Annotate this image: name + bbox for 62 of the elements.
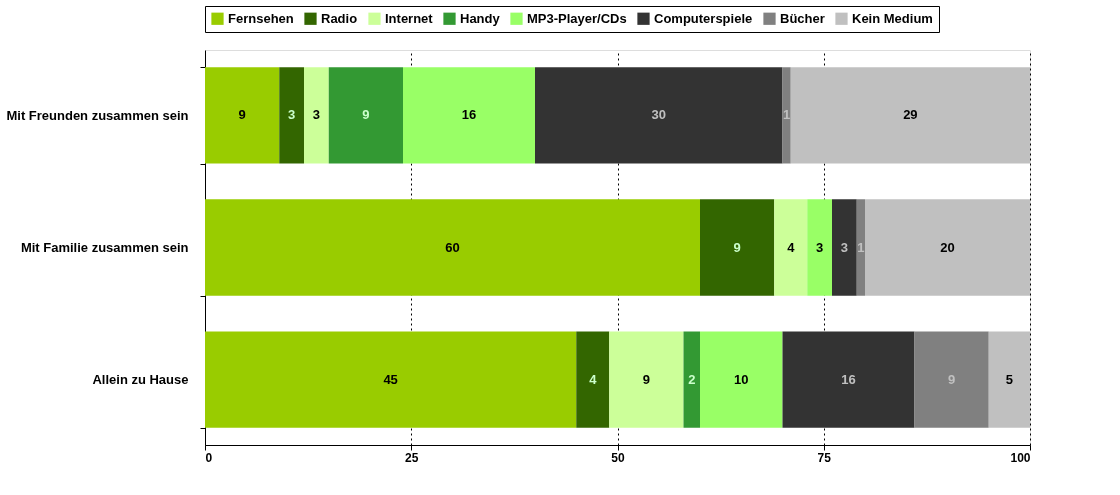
bar	[782, 67, 791, 164]
data-label: 9	[642, 371, 650, 387]
bar	[865, 199, 1030, 296]
legend-label: Kein Medium	[852, 10, 933, 26]
y-tick-label: Mit Familie zusammen sein	[20, 240, 189, 255]
data-label: 9	[733, 239, 741, 255]
bar	[856, 199, 865, 296]
bar	[535, 67, 783, 164]
data-label: 2	[688, 371, 696, 387]
data-label: 4	[787, 239, 796, 255]
bar	[609, 331, 684, 428]
data-label: 1	[857, 239, 865, 255]
data-label: 3	[840, 239, 848, 255]
bar	[700, 331, 783, 428]
data-label: 3	[816, 239, 824, 255]
bar	[683, 331, 700, 428]
bar	[807, 199, 832, 296]
data-label: 9	[362, 107, 370, 123]
legend-label: Fernsehen	[228, 10, 294, 26]
data-label: 3	[312, 107, 320, 123]
bar	[988, 331, 1030, 428]
bar	[576, 331, 610, 428]
legend-label: Internet	[385, 10, 434, 26]
data-label: 20	[940, 239, 955, 255]
y-tick-label: Mit Freunden zusammen sein	[6, 107, 189, 123]
data-label: 10	[734, 371, 749, 387]
y-tick-label: Allein zu Hause	[92, 372, 189, 388]
bar	[790, 67, 1030, 164]
bar	[700, 199, 775, 296]
data-label: 16	[841, 371, 856, 387]
data-label: 5	[1005, 371, 1013, 387]
legend-label: Bücher	[780, 10, 825, 26]
x-tick-label: 100	[1010, 450, 1031, 465]
bar	[279, 67, 304, 164]
bar	[304, 67, 329, 164]
data-label: 9	[948, 371, 956, 387]
bar	[914, 331, 989, 428]
data-label: 45	[383, 371, 398, 387]
data-label: 60	[445, 239, 460, 255]
data-label: 1	[783, 107, 791, 123]
bar	[774, 199, 808, 296]
data-label: 3	[288, 107, 296, 123]
bar	[403, 67, 535, 164]
bar	[205, 199, 700, 296]
data-label: 30	[651, 107, 666, 123]
legend-label: Radio	[321, 10, 358, 26]
bar	[328, 67, 403, 164]
legend-label: Handy	[460, 10, 501, 26]
bar	[832, 199, 857, 296]
legend-label: MP3-Player/CDs	[527, 10, 627, 26]
x-tick-label: 0	[205, 450, 213, 465]
x-tick-label: 25	[405, 450, 419, 465]
data-label: 9	[238, 107, 246, 123]
bar	[782, 331, 915, 428]
x-tick-label: 50	[611, 450, 625, 465]
bar	[205, 331, 577, 428]
x-tick-label: 75	[817, 450, 832, 465]
legend-label: Computerspiele	[654, 10, 753, 26]
bar	[205, 67, 280, 164]
data-label: 29	[903, 107, 918, 123]
data-label: 4	[589, 371, 598, 387]
data-label: 16	[461, 107, 477, 123]
